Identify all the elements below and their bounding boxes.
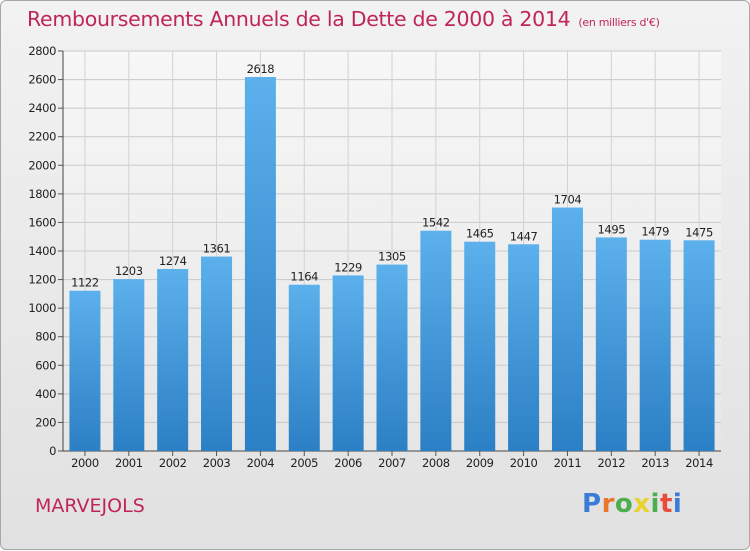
x-tick-label: 2010 [510,456,538,470]
unit-note: (en milliers d'€) [578,16,660,29]
value-label: 1122 [71,276,99,290]
y-tick-label: 800 [35,330,56,344]
value-label: 1164 [290,270,318,284]
bar [69,290,101,451]
y-tick-label: 600 [35,358,56,372]
y-tick-label: 2800 [28,44,56,58]
y-tick-label: 0 [49,444,56,458]
bar [201,256,233,451]
chart-title: Remboursements Annuels de la Dette de 20… [27,7,660,31]
x-tick-label: 2002 [159,456,187,470]
y-tick-label: 1800 [28,187,56,201]
x-tick-label: 2009 [466,456,494,470]
value-label: 1479 [641,225,669,239]
proxiti-logo: Proxiti [582,489,682,519]
bar [244,77,276,451]
bars [69,77,715,451]
bar [639,239,671,451]
y-tick-label: 1200 [28,273,56,287]
value-label: 1495 [597,222,625,236]
y-tick-label: 1400 [28,244,56,258]
bar [113,279,145,451]
value-label: 1229 [334,260,362,274]
y-tick-label: 2000 [28,158,56,172]
x-tick-label: 2011 [554,456,582,470]
logo-letter: o [614,489,634,519]
logo-letter: t [659,489,673,519]
x-tick-label: 2008 [422,456,450,470]
x-tick-label: 2007 [378,456,406,470]
y-tick-label: 1600 [28,215,56,229]
x-tick-label: 2014 [685,456,713,470]
y-tick-label: 200 [35,415,56,429]
x-tick-label: 2004 [247,456,275,470]
logo-letter: P [582,489,602,519]
x-tick-label: 2000 [71,456,99,470]
x-tick-label: 2001 [115,456,143,470]
value-label: 1704 [554,193,582,207]
bar [683,240,715,451]
bar [551,207,583,451]
x-tick-label: 2013 [641,456,669,470]
value-label: 1274 [159,254,187,268]
value-label: 1447 [510,229,538,243]
bar [464,241,496,451]
bar [332,275,364,451]
bar [508,244,540,451]
value-label: 1203 [115,264,143,278]
value-label: 1465 [466,227,494,241]
bar [595,237,627,451]
bar [420,230,452,451]
value-label: 1542 [422,216,450,230]
logo-letter: x [633,489,651,519]
commune-name: MARVEJOLS [35,495,145,517]
labels: 0 200 400 600 800 1000 1200 1400 1600 1800 2000 220… [28,44,713,470]
y-tick-label: 2400 [28,101,56,115]
x-tick-label: 2012 [597,456,625,470]
logo-letter: i [650,489,660,519]
value-label: 1475 [685,225,713,239]
x-tick-label: 2005 [290,456,318,470]
y-tick-label: 1000 [28,301,56,315]
x-tick-label: 2003 [203,456,231,470]
logo-letter: i [672,489,683,519]
bar [288,284,320,451]
title-text: Remboursements Annuels de la Dette de 20… [27,7,571,31]
value-label: 1361 [203,242,231,256]
y-tick-label: 2600 [28,73,56,87]
value-label: 1305 [378,250,406,264]
x-tick-label: 2006 [334,456,362,470]
bar [376,264,408,451]
logo-letter: r [601,489,615,519]
value-label: 2618 [247,62,275,76]
y-tick-label: 400 [35,387,56,401]
y-tick-label: 2200 [28,130,56,144]
bar [157,269,189,451]
